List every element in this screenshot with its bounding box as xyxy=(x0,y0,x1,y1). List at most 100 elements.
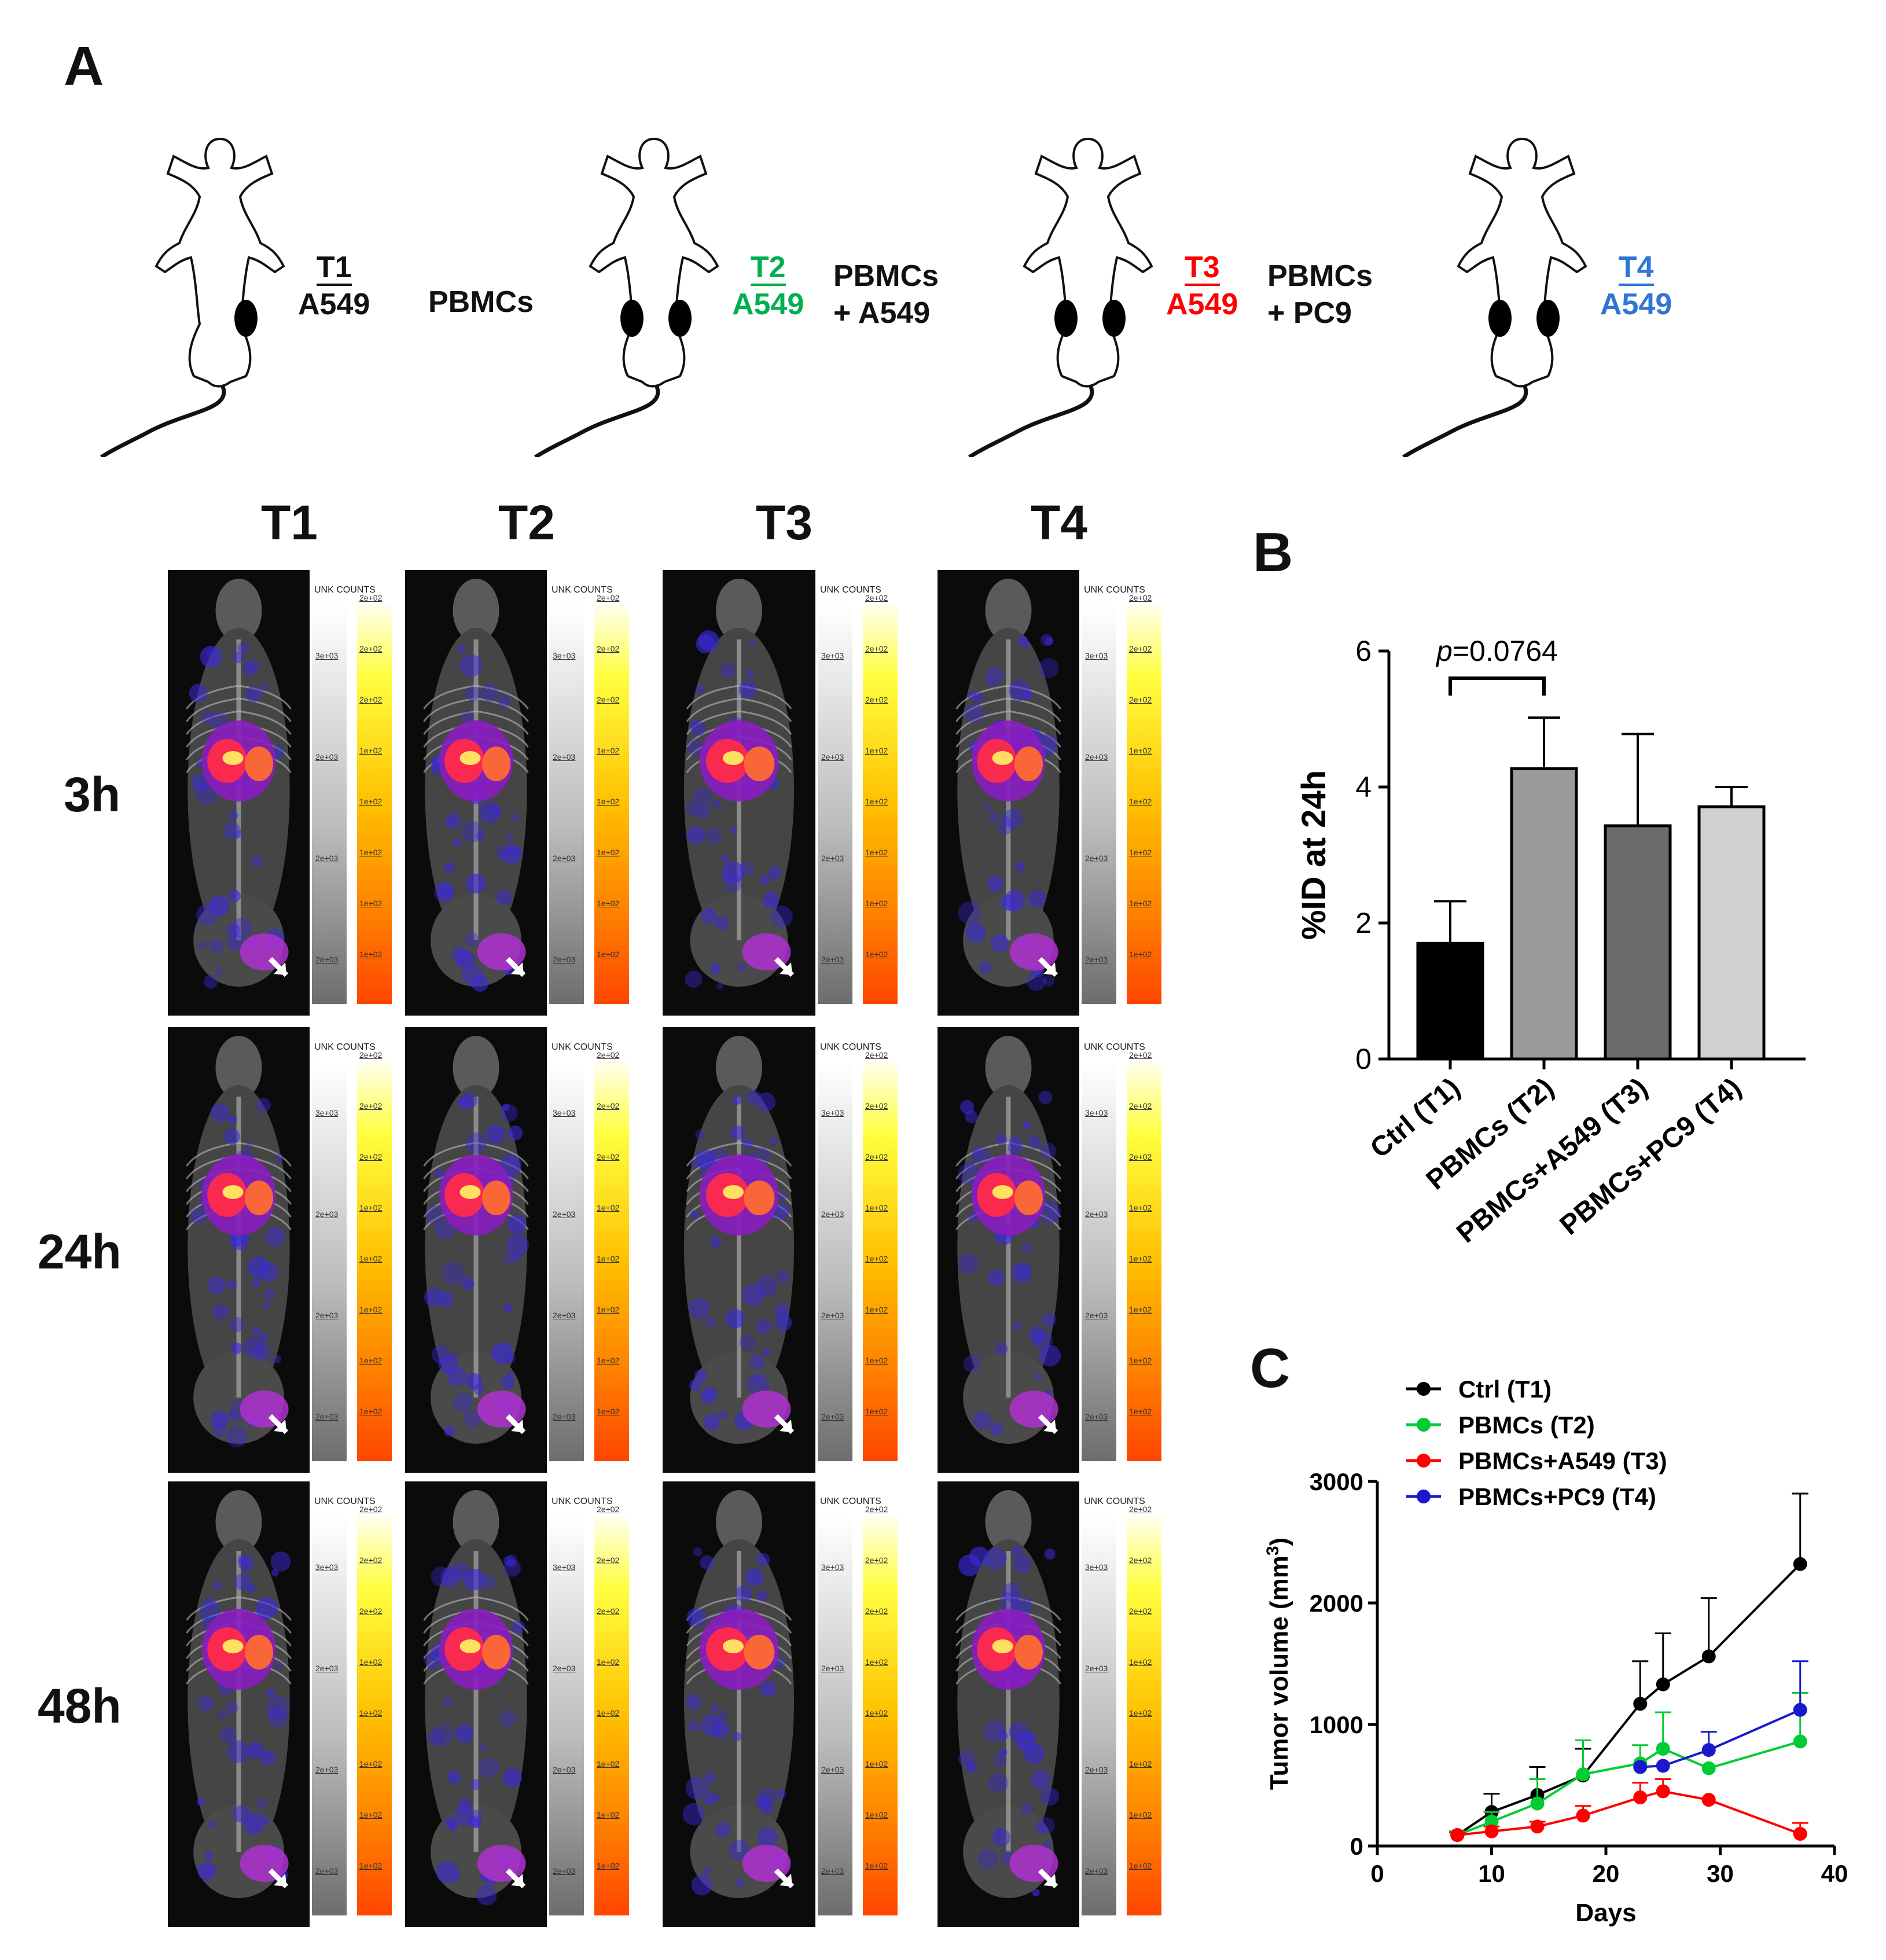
gray-scale-tick: 3e+03 xyxy=(821,1108,844,1117)
legend-marker xyxy=(1417,1454,1431,1468)
legend-label: PBMCs+A549 (T3) xyxy=(1458,1447,1667,1474)
contralateral-injection-label: PBMCs xyxy=(428,285,534,319)
heat-scale-tick: 1e+02 xyxy=(865,848,888,857)
group-tumor-label: T2 A549 xyxy=(732,249,804,323)
gray-scale-tick: 2e+03 xyxy=(553,955,576,964)
grayscale-bar xyxy=(818,1516,852,1915)
heat-scale-tick: 2e+02 xyxy=(1129,1050,1152,1060)
y-tick-label: 0 xyxy=(1350,1833,1363,1860)
spect-ct-image xyxy=(405,1027,547,1473)
contralateral-injection-label: PBMCs + A549 xyxy=(833,259,939,330)
gray-scale-tick: 2e+03 xyxy=(315,854,339,863)
gray-scale-tick: 3e+03 xyxy=(821,651,844,660)
gray-scale-tick: 2e+03 xyxy=(821,1311,844,1320)
heat-scale-tick: 1e+02 xyxy=(597,848,620,857)
scale-title: UNK COUNTS xyxy=(1084,585,1145,595)
gray-scale-tick: 3e+03 xyxy=(553,1108,576,1117)
row-header-3h: 3h xyxy=(64,767,121,822)
tumor-left-flank xyxy=(1054,300,1078,337)
legend-marker xyxy=(1417,1418,1431,1432)
bar xyxy=(1604,824,1672,1061)
group-tumor-label: T4 A549 xyxy=(1600,249,1672,323)
heat-scale-tick: 1e+02 xyxy=(359,1254,383,1263)
heat-scale-tick: 1e+02 xyxy=(1129,1305,1152,1314)
gray-scale-tick: 2e+03 xyxy=(553,1209,576,1219)
group-id-label: T2 xyxy=(750,251,786,286)
heat-scale-tick: 2e+02 xyxy=(865,1152,888,1161)
spect-ct-image xyxy=(168,1027,310,1473)
heat-scale-tick: 2e+02 xyxy=(1129,1101,1152,1110)
heat-scale-tick: 1e+02 xyxy=(1129,899,1152,908)
data-point xyxy=(1530,1819,1545,1834)
gray-scale-tick: 2e+03 xyxy=(553,1765,576,1774)
grayscale-bar xyxy=(818,1062,852,1461)
series-line xyxy=(1457,1740,1801,1836)
gray-scale-tick: 2e+03 xyxy=(1085,1412,1108,1421)
heat-bar xyxy=(1127,1062,1161,1461)
mouse-outline-icon xyxy=(968,137,1153,457)
heat-scale-tick: 2e+02 xyxy=(359,1101,383,1110)
data-point xyxy=(1530,1796,1545,1811)
gray-scale-tick: 2e+03 xyxy=(315,1209,339,1219)
heat-bar xyxy=(357,605,392,1004)
data-point xyxy=(1656,1742,1670,1756)
heat-scale-tick: 1e+02 xyxy=(865,1810,888,1819)
heat-scale-tick: 1e+02 xyxy=(597,1810,620,1819)
gray-scale-tick: 2e+03 xyxy=(553,854,576,863)
heat-scale-tick: 1e+02 xyxy=(359,1356,383,1365)
data-point xyxy=(1633,1760,1648,1774)
significance-bracket xyxy=(1448,676,1546,696)
heat-scale-tick: 2e+02 xyxy=(865,1505,888,1514)
x-tick-label: 30 xyxy=(1707,1860,1734,1887)
bar xyxy=(1510,767,1578,1061)
tumor-left-flank xyxy=(620,300,644,337)
heat-scale-tick: 1e+02 xyxy=(597,1203,620,1212)
data-point xyxy=(1701,1743,1716,1757)
gray-scale-tick: 2e+03 xyxy=(553,1412,576,1421)
spect-ct-image xyxy=(168,1481,310,1927)
x-axis-label: Days xyxy=(1575,1899,1636,1927)
gray-scale-tick: 2e+03 xyxy=(315,1311,339,1320)
tumor-right-flank xyxy=(1536,300,1560,337)
data-point xyxy=(1793,1702,1807,1717)
grayscale-bar xyxy=(1082,605,1116,1004)
mouse-outline-icon xyxy=(100,137,285,457)
scale-title: UNK COUNTS xyxy=(820,585,881,595)
scale-title: UNK COUNTS xyxy=(1084,1042,1145,1052)
heat-scale-tick: 1e+02 xyxy=(597,1254,620,1263)
data-point xyxy=(1450,1828,1465,1843)
heat-scale-tick: 1e+02 xyxy=(359,746,383,755)
spect-ct-image xyxy=(938,1027,1079,1473)
grayscale-bar xyxy=(549,1062,584,1461)
p-value-label: p=0.0764 xyxy=(1435,635,1558,667)
heat-scale-tick: 2e+02 xyxy=(597,1152,620,1161)
data-point xyxy=(1576,1808,1590,1823)
mouse-outline-icon xyxy=(534,137,719,457)
heat-scale-tick: 1e+02 xyxy=(359,1708,383,1718)
heat-scale-tick: 2e+02 xyxy=(359,1050,383,1060)
heat-scale-tick: 2e+02 xyxy=(865,1606,888,1616)
heat-scale-tick: 2e+02 xyxy=(359,644,383,653)
color-scale-bar xyxy=(312,605,392,1004)
heat-scale-tick: 1e+02 xyxy=(1129,1708,1152,1718)
heat-bar xyxy=(1127,605,1161,1004)
gray-scale-tick: 3e+03 xyxy=(315,1562,339,1572)
heat-scale-tick: 1e+02 xyxy=(865,1305,888,1314)
heat-scale-tick: 1e+02 xyxy=(865,1356,888,1365)
spect-ct-image xyxy=(938,570,1079,1016)
data-point xyxy=(1484,1824,1499,1838)
spect-ct-image xyxy=(405,570,547,1016)
gray-scale-tick: 2e+03 xyxy=(821,752,844,762)
heat-bar xyxy=(863,605,898,1004)
data-point xyxy=(1793,1734,1807,1749)
tumor-cell-line-label: A549 xyxy=(298,288,370,321)
tumor-left-flank xyxy=(1488,300,1512,337)
legend-marker xyxy=(1417,1382,1431,1396)
heat-scale-tick: 1e+02 xyxy=(597,797,620,806)
heat-scale-tick: 1e+02 xyxy=(1129,1254,1152,1263)
data-point xyxy=(1484,1815,1499,1829)
gray-scale-tick: 2e+03 xyxy=(1085,752,1108,762)
scale-title: UNK COUNTS xyxy=(314,1496,376,1506)
data-point xyxy=(1633,1697,1648,1711)
column-header-t1: T1 xyxy=(260,495,318,550)
